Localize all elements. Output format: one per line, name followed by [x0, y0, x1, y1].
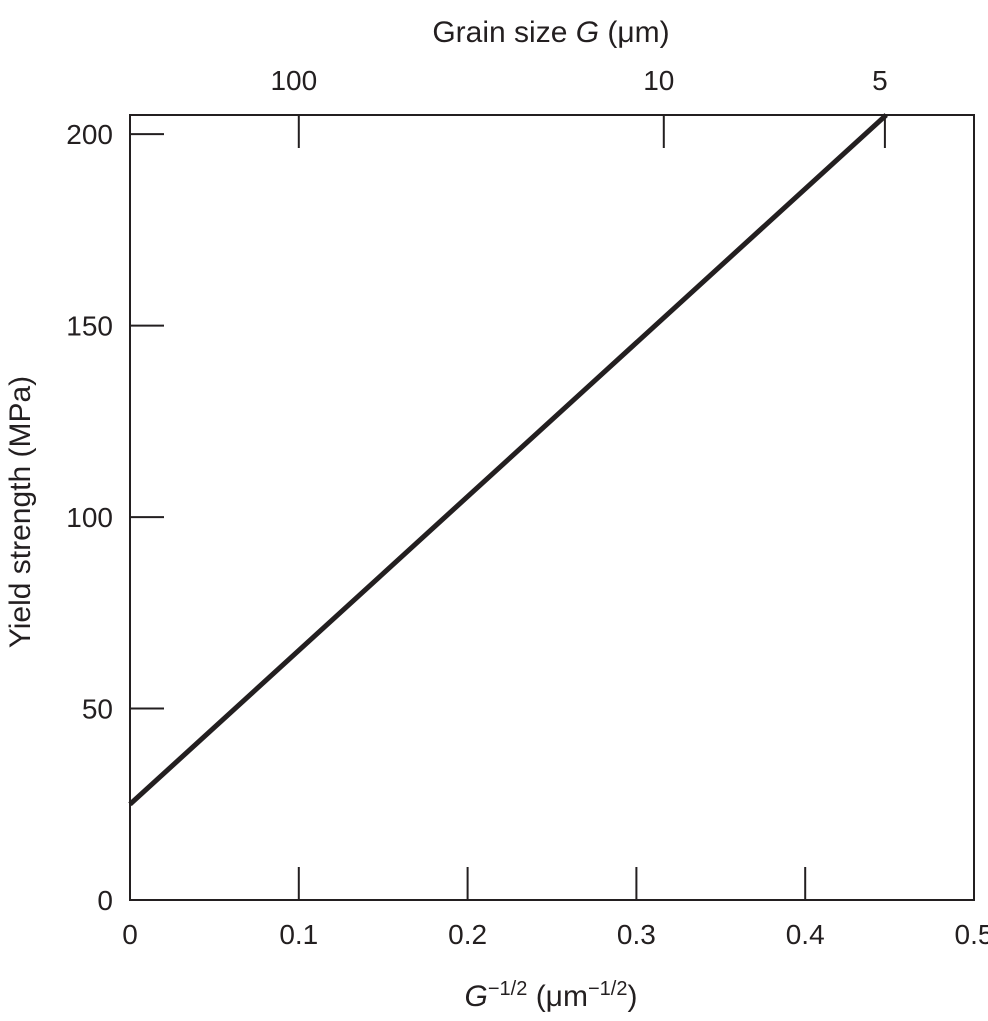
x-tick-label: 0.3 [617, 919, 656, 950]
y-tick-label: 200 [66, 119, 113, 150]
top-tick-label: 10 [643, 65, 674, 96]
y-tick-label: 150 [66, 311, 113, 342]
series-layer [128, 113, 888, 807]
x-tick-label: 0.2 [448, 919, 487, 950]
x-tick-label: 0.5 [955, 919, 988, 950]
x-axis-label: G−1/2 (μm−1/2) [465, 978, 638, 1013]
x-tick-label: 0 [122, 919, 138, 950]
top-axis-label: Grain size G (μm) [432, 16, 669, 49]
x-tick-label: 0.4 [786, 919, 825, 950]
bottom-x-ticks: 0 0.1 0.2 0.3 0.4 0.5 [122, 867, 988, 950]
top-tick-label: 5 [872, 65, 888, 96]
plot-frame [129, 114, 975, 901]
y-tick-label: 50 [82, 694, 113, 725]
left-y-ticks: 0 50 100 150 200 [66, 119, 164, 916]
y-tick-label: 100 [66, 502, 113, 533]
y-axis-label: Yield strength (MPa) [4, 376, 37, 648]
top-tick-label: 100 [270, 65, 317, 96]
y-tick-label: 0 [97, 885, 113, 916]
top-x-ticks: 100 10 5 [270, 65, 888, 148]
series-line [128, 113, 888, 807]
x-tick-label: 0.1 [279, 919, 318, 950]
